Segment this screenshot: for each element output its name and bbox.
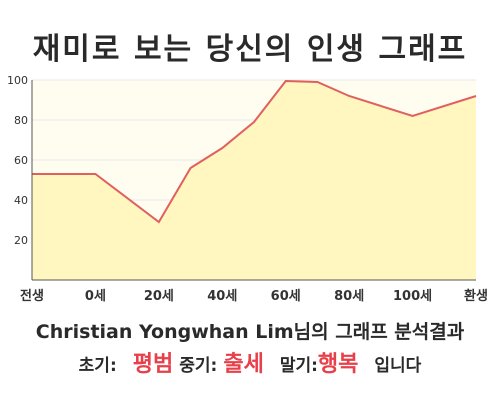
result-name: Christian Yongwhan Lim xyxy=(35,321,294,343)
x-tick-label: 20세 xyxy=(144,289,174,304)
y-tick-label: 60 xyxy=(14,154,28,167)
x-tick-label: 환생 xyxy=(464,288,488,304)
late-value: 행복 xyxy=(317,352,359,377)
result-line: Christian Yongwhan Lim님의 그래프 분석결과 xyxy=(0,320,500,344)
x-tick-label: 60세 xyxy=(271,289,301,304)
middle-label: 중기: xyxy=(179,356,218,376)
stages-line: 초기: 평범 중기: 출세 말기:행복 입니다 xyxy=(0,352,500,379)
y-tick-label: 100 xyxy=(7,74,28,87)
chart-title: 재미로 보는 당신의 인생 그래프 xyxy=(32,32,468,67)
early-value: 평범 xyxy=(132,352,174,377)
area-fill xyxy=(32,81,476,280)
y-tick-label: 80 xyxy=(14,114,28,127)
early-label: 초기: xyxy=(78,356,117,376)
x-tick-label: 40세 xyxy=(207,289,237,304)
x-tick-label: 전생 xyxy=(20,288,44,304)
y-tick-label: 40 xyxy=(14,194,28,207)
x-tick-label: 80세 xyxy=(334,289,364,304)
result-suffix: 님의 그래프 분석결과 xyxy=(293,321,465,343)
ending-text: 입니다 xyxy=(374,356,422,376)
y-tick-label: 20 xyxy=(14,234,28,247)
series-line xyxy=(32,79,477,224)
x-tick-label: 100세 xyxy=(393,289,432,304)
late-label: 말기: xyxy=(279,356,318,376)
x-tick-label: 0세 xyxy=(85,289,106,304)
middle-value: 출세 xyxy=(223,352,264,377)
